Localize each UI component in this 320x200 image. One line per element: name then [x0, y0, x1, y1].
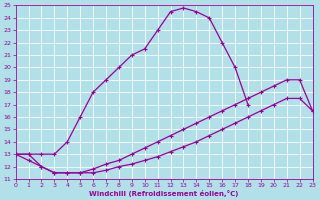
- X-axis label: Windchill (Refroidissement éolien,°C): Windchill (Refroidissement éolien,°C): [89, 190, 239, 197]
